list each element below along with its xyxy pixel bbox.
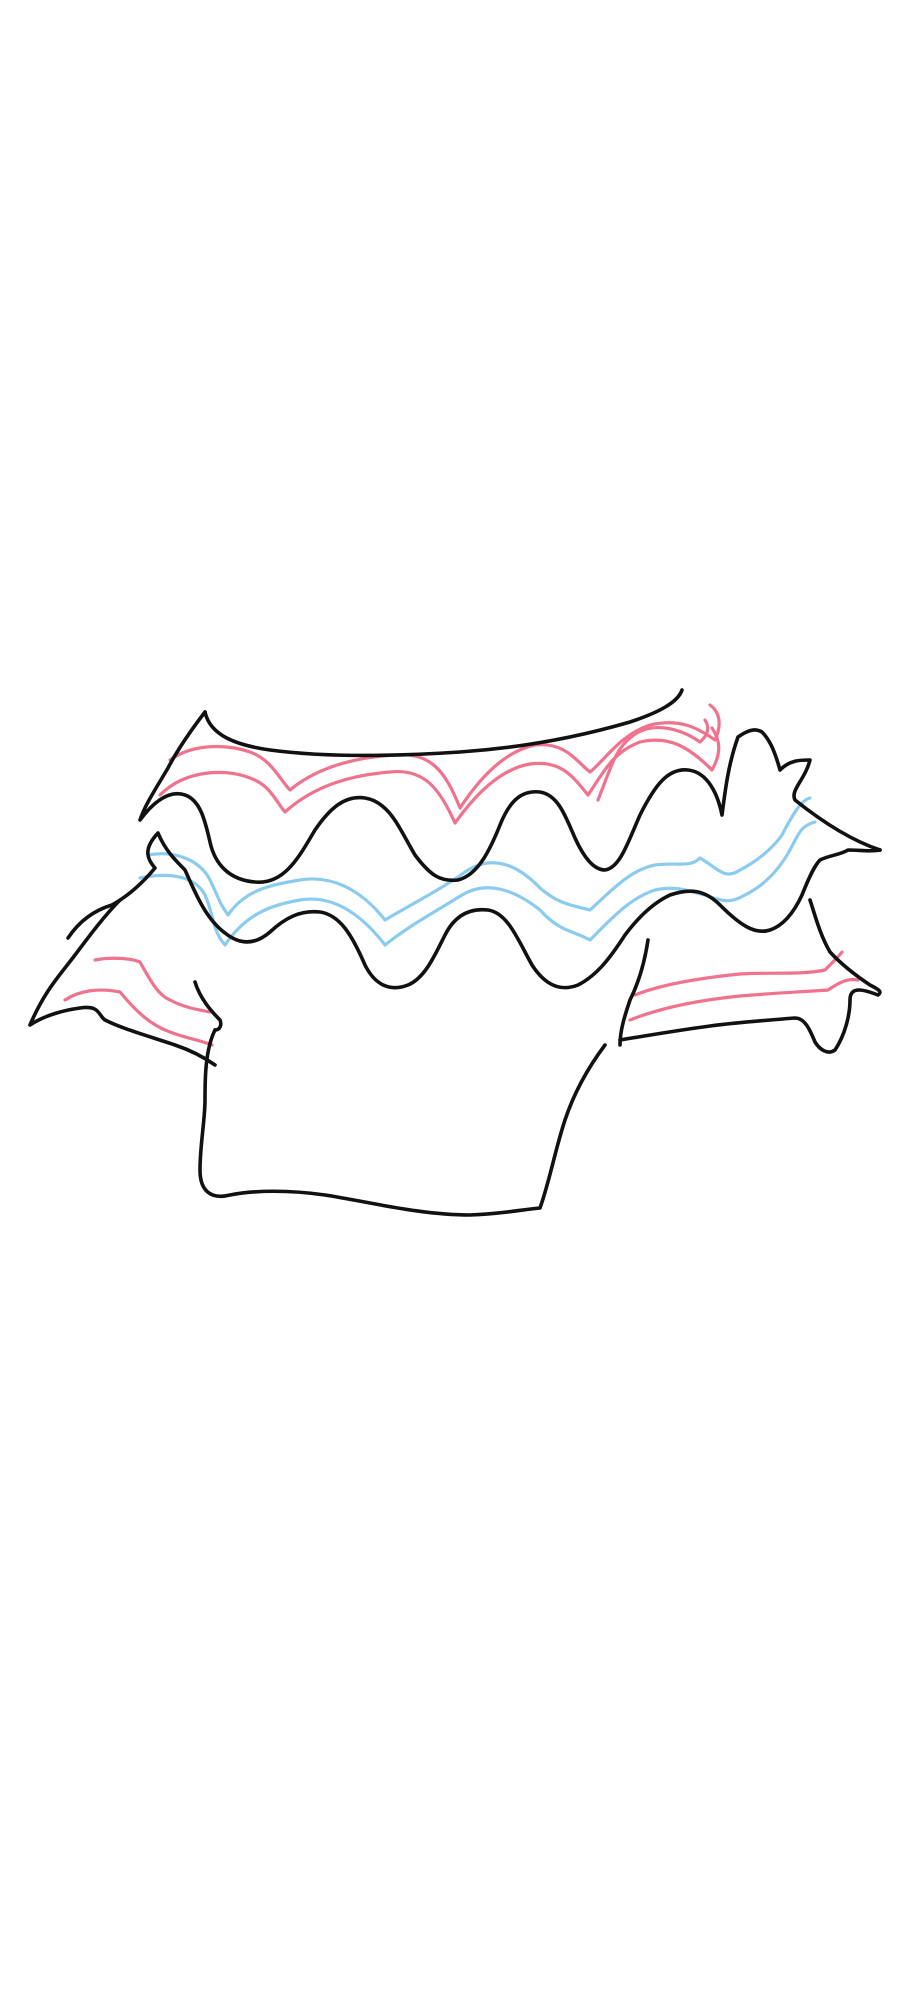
right-sleeve-edge <box>618 898 882 1054</box>
stripe-pink-right-sleeve-1 <box>633 950 844 997</box>
middle-tier-edge <box>66 831 882 990</box>
stripe-pink-right-sleeve-2 <box>628 977 860 1022</box>
body-outline <box>198 1028 607 1217</box>
right-body-side <box>618 938 650 1047</box>
stripe-pink-upper-3 <box>596 718 710 802</box>
stripe-blue-middle-1 <box>146 796 812 922</box>
stripe-pink-left-sleeve-1 <box>93 956 212 1014</box>
ruffled-top-sketch <box>28 688 882 1217</box>
stripe-pink-left-sleeve-2 <box>63 988 214 1047</box>
collar-outline <box>203 688 684 758</box>
upper-tier-edge <box>138 710 882 884</box>
left-body-side <box>193 980 223 1032</box>
stripe-pink-upper-1 <box>168 703 721 810</box>
left-sleeve-edge <box>28 898 217 1067</box>
stripe-pink-upper-2 <box>158 726 721 825</box>
stripe-blue-middle-2 <box>138 820 817 947</box>
